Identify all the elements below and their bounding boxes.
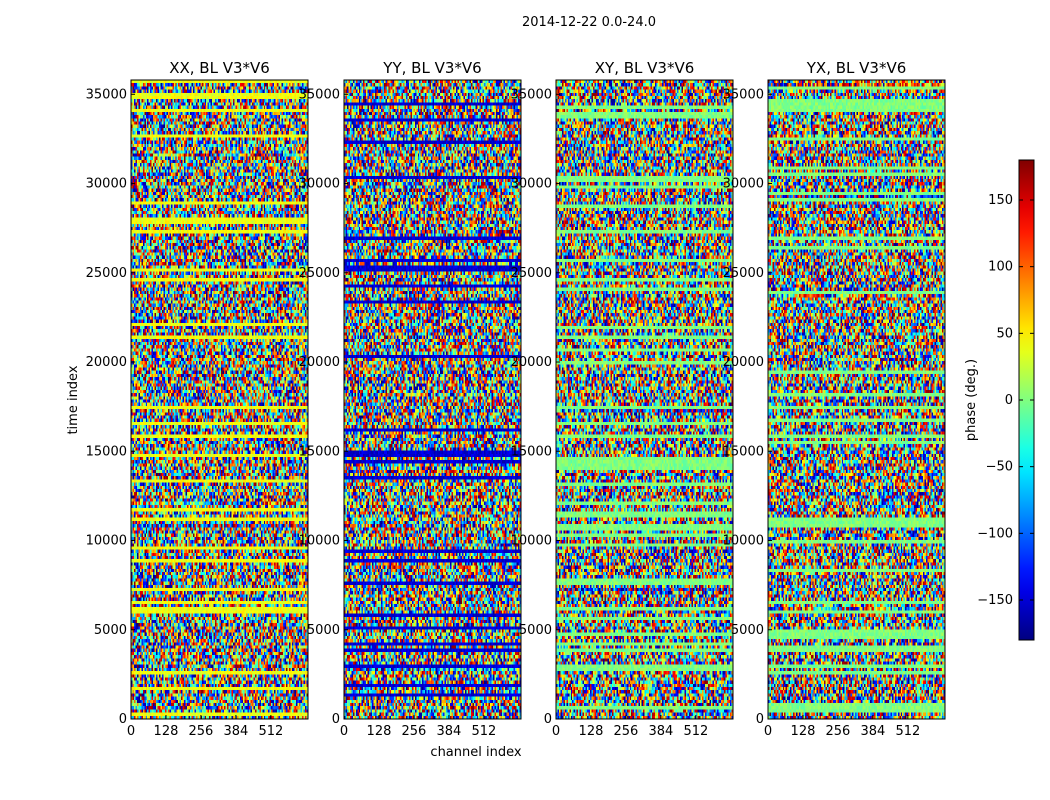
colorbar: −150 −100 −50 0 50 100 150 (977, 159, 1035, 641)
y-tick-label: 5000 (519, 623, 552, 638)
x-tick-label: 0 (552, 724, 560, 739)
x-tick-label: 512 (258, 724, 283, 739)
y-tick-label: 5000 (307, 623, 340, 638)
panel-title: XX, BL V3*V6 (169, 59, 270, 77)
y-tick-label: 15000 (511, 444, 552, 459)
y-tick-label: 10000 (86, 534, 127, 549)
y-tick-label: 25000 (723, 266, 764, 281)
x-tick-label: 0 (340, 724, 348, 739)
x-tick-label: 256 (189, 724, 214, 739)
panel-title: XY, BL V3*V6 (595, 59, 695, 77)
y-tick-label: 0 (119, 712, 127, 727)
y-tick-label: 15000 (299, 444, 340, 459)
colorbar-tick-label: −150 (977, 593, 1013, 608)
y-tick-label: 0 (332, 712, 340, 727)
y-axis-label: time index (66, 365, 81, 434)
colorbar-tick-label: −50 (986, 460, 1013, 475)
panel-title: YY, BL V3*V6 (382, 59, 481, 77)
y-tick-label: 30000 (86, 177, 127, 192)
plot-frame (767, 79, 946, 720)
x-tick-label: 512 (683, 724, 708, 739)
x-tick-label: 512 (895, 724, 920, 739)
x-tick-label: 256 (614, 724, 639, 739)
y-tick-label: 35000 (511, 87, 552, 102)
y-tick-label: 20000 (299, 355, 340, 370)
y-tick-label: 20000 (511, 355, 552, 370)
y-tick-label: 15000 (723, 444, 764, 459)
plot-frame (555, 79, 734, 720)
y-tick-label: 10000 (299, 534, 340, 549)
y-tick-label: 30000 (299, 177, 340, 192)
y-tick-label: 20000 (723, 355, 764, 370)
x-tick-label: 128 (791, 724, 816, 739)
x-axis-label: channel index (430, 745, 521, 760)
colorbar-tick-label: 150 (988, 193, 1013, 208)
panel-title: YX, BL V3*V6 (806, 59, 907, 77)
x-tick-label: 256 (826, 724, 851, 739)
y-tick-label: 5000 (94, 623, 127, 638)
x-tick-label: 0 (764, 724, 772, 739)
colorbar-tick-label: 0 (1005, 393, 1013, 408)
y-tick-label: 15000 (86, 444, 127, 459)
colorbar-tick-label: 100 (988, 260, 1013, 275)
x-tick-label: 384 (223, 724, 248, 739)
colorbar-tick-label: −100 (977, 526, 1013, 541)
heatmap-image-yy (344, 80, 521, 719)
colorbar-tick-label: 50 (996, 326, 1013, 341)
x-tick-label: 256 (402, 724, 427, 739)
plot-frame (343, 79, 522, 720)
y-tick-label: 20000 (86, 355, 127, 370)
panel-yx: YX, BL V3*V6 0 128 256 384 512 0 5000 10000 15000… (723, 59, 946, 739)
y-tick-label: 25000 (299, 266, 340, 281)
x-tick-label: 384 (436, 724, 461, 739)
plot-frame (130, 79, 309, 720)
x-tick-label: 128 (367, 724, 392, 739)
x-tick-label: 128 (579, 724, 604, 739)
panel-yy: YY, BL V3*V6 0 128 256 384 512 0 5000 10000 15000… (299, 59, 522, 739)
panel-xx: XX, BL V3*V6 0 128 256 384 512 0 5000 10000 15000… (86, 59, 309, 739)
y-tick-label: 30000 (511, 177, 552, 192)
panel-xy: XY, BL V3*V6 0 128 256 384 512 0 5000 10000 15000… (511, 59, 734, 739)
y-tick-label: 35000 (86, 87, 127, 102)
y-tick-label: 25000 (86, 266, 127, 281)
panels-layer: XX, BL V3*V6 0 128 256 384 512 0 5000 10000 15000… (86, 59, 946, 739)
y-tick-label: 10000 (723, 534, 764, 549)
y-tick-label: 10000 (511, 534, 552, 549)
x-tick-label: 384 (648, 724, 673, 739)
y-tick-label: 30000 (723, 177, 764, 192)
y-tick-label: 25000 (511, 266, 552, 281)
heatmap-image-yx (768, 80, 945, 719)
heatmap-image-xy (556, 80, 733, 719)
y-tick-label: 35000 (299, 87, 340, 102)
x-tick-label: 0 (127, 724, 135, 739)
chart-suptitle: 2014-12-22 0.0-24.0 (522, 15, 656, 30)
x-tick-label: 512 (471, 724, 496, 739)
colorbar-label: phase (deg.) (964, 359, 979, 441)
heatmap-image-xx (131, 80, 308, 719)
y-tick-label: 35000 (723, 87, 764, 102)
y-tick-label: 0 (544, 712, 552, 727)
x-tick-label: 384 (860, 724, 885, 739)
y-tick-label: 5000 (731, 623, 764, 638)
y-tick-label: 0 (756, 712, 764, 727)
x-tick-label: 128 (154, 724, 179, 739)
